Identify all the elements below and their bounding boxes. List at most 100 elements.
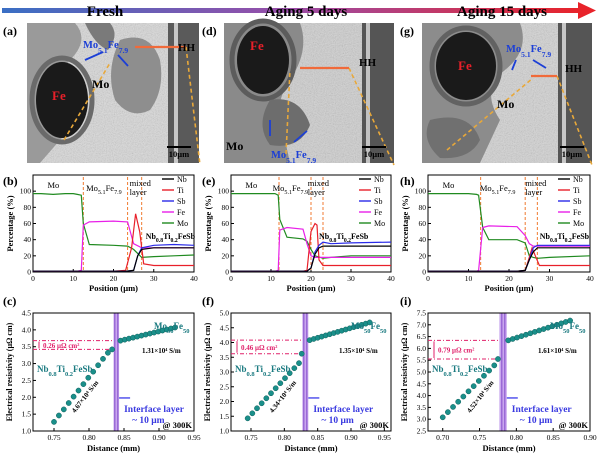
resistivity-i-ytick-label: 6.5 — [417, 332, 427, 341]
resistivity-i-point — [470, 383, 477, 390]
resistivity-i-slope-right: 1.61×10⁴ S/m — [538, 347, 577, 355]
composition-h-ytick-label: 80 — [419, 203, 427, 212]
resistivity-i-point — [495, 356, 501, 362]
composition-b-xtick-label: 40 — [190, 274, 198, 283]
resistivity-f-label-left: Nb0.8Ti0.2FeSb — [235, 364, 291, 378]
resistivity-f-xtick-label: 0.80 — [278, 433, 291, 442]
composition-h-legend-label-fe: Fe — [573, 208, 581, 217]
resistivity-f-point — [296, 360, 302, 366]
resistivity-c-point — [51, 419, 57, 425]
panel-letter-a: (a) — [3, 24, 17, 38]
resistivity-i-ytick-label: 3.0 — [417, 415, 427, 424]
composition-b-series-fe — [33, 220, 194, 272]
composition-e-label-mixed: mixed layer — [308, 178, 330, 197]
sem-g-pointer-0 — [511, 59, 517, 71]
composition-b-ytick-label: 0 — [27, 268, 31, 277]
resistivity-f-ytick-label: 4.0 — [220, 338, 230, 347]
composition-h-series-ti — [428, 245, 590, 272]
resistivity-i-slope-left: 4.52×10⁴ S/m — [465, 379, 495, 415]
composition-b-label-mo: Mo — [47, 180, 59, 190]
composition-b-label-mixed: mixed layer — [130, 178, 152, 197]
resistivity-f-point — [244, 415, 251, 422]
composition-b-ylabel: Percentage (%) — [5, 195, 15, 251]
composition-b-series-nb — [33, 247, 194, 272]
sem-g-pointer-1 — [532, 59, 547, 69]
resistivity-f-point — [291, 365, 298, 372]
sem-g-scale-label: 10μm — [562, 149, 582, 159]
sem-panel-a — [27, 23, 199, 163]
resistivity-i-ytick-label: 7.0 — [417, 320, 427, 329]
sem-a-pointer-1 — [117, 54, 129, 67]
composition-b-ytick-label: 40 — [24, 235, 32, 244]
resistivity-c-ytick-label: 4.5 — [22, 309, 32, 318]
composition-h-label-mo: Mo — [443, 180, 455, 190]
composition-e-ytick-label: 100 — [218, 187, 230, 196]
sem-d-label-mofe: Mo5.1Fe7.9 — [271, 150, 316, 165]
resistivity-i-ytick-label: 2.5 — [417, 427, 427, 436]
resistivity-i-point — [445, 409, 451, 415]
resistivity-i-label-right: Mo50Fe50 — [550, 321, 585, 335]
resistivity-f-label-right: Mo50Fe50 — [351, 321, 386, 335]
resistivity-f-ytick-label: 1.0 — [220, 427, 230, 436]
resistivity-i-interface-band — [499, 313, 507, 431]
resistivity-i-ytick-label: 5.0 — [417, 368, 427, 377]
panel-letter-g: (g) — [400, 24, 414, 38]
composition-b-legend-label-ti: Ti — [177, 186, 185, 195]
sem-a-label-mo: Mo — [92, 77, 109, 91]
resistivity-c-xtick-label: 0.90 — [152, 433, 165, 442]
composition-b-xtick-label: 0 — [31, 274, 35, 283]
composition-b-legend-label-mo: Mo — [177, 219, 188, 228]
composition-e-ytick-label: 0 — [225, 268, 229, 277]
composition-h-label-hh: Nb0.8Ti0.2FeSb — [540, 232, 590, 244]
composition-e-label-hh: Nb0.8Ti0.2FeSb — [319, 232, 369, 244]
composition-b-label-mofe: Mo5.1Fe7.9 — [86, 183, 122, 196]
composition-e-legend-label-fe: Fe — [374, 208, 382, 217]
resistivity-c-point — [65, 400, 72, 406]
composition-b-ytick-label: 80 — [24, 203, 32, 212]
resistivity-f-slope-right: 1.35×10⁴ S/m — [339, 347, 378, 355]
sem-a-label-mofe: Mo5.1Fe7.9 — [83, 40, 128, 55]
resistivity-i-point — [450, 404, 456, 410]
panel-letter-b: (b) — [3, 174, 18, 188]
composition-b-label-hh: Nb0.8Ti0.2FeSb — [146, 232, 196, 244]
resistivity-i-xtick-label: 0.85 — [547, 433, 560, 442]
composition-b-xtick-label: 30 — [150, 274, 158, 283]
resistivity-i-xtick-label: 0.80 — [510, 433, 523, 442]
composition-e-legend-label-mo: Mo — [374, 219, 385, 228]
sem-a-guide-left — [63, 62, 111, 141]
resistivity-i-point — [481, 372, 487, 379]
resistivity-i-xtick-label: 0.75 — [473, 433, 486, 442]
composition-e-ytick-label: 40 — [222, 235, 230, 244]
resistivity-i-point — [455, 398, 462, 405]
composition-b-series-sb — [33, 243, 195, 272]
composition-e-ytick-label: 20 — [222, 251, 230, 260]
resistivity-c-ylabel: Electrical resistivity (μΩ cm) — [5, 322, 14, 421]
header-label-aging-5: Aging 5 days — [265, 4, 348, 20]
sem-d-scale-label: 10μm — [364, 149, 384, 159]
resistivity-f-point — [249, 410, 256, 417]
composition-e-xtick-label: 10 — [267, 274, 275, 283]
resistivity-f-point — [366, 319, 373, 326]
resistivity-f-interface-label: Interface layer ~ 10 μm — [313, 405, 374, 426]
resistivity-f-point — [286, 370, 293, 377]
resistivity-c-point — [80, 381, 87, 387]
composition-e-label-mo: Mo — [245, 180, 257, 190]
sem-a-pointer-0 — [84, 51, 104, 61]
composition-h-legend-label-mo: Mo — [573, 219, 584, 228]
resistivity-f-point — [254, 405, 260, 412]
resistivity-i-point — [460, 393, 467, 400]
resistivity-i-point — [465, 388, 472, 395]
resistivity-c-ytick-label: 4.0 — [22, 325, 32, 334]
composition-h-label-mofe: Mo5.1Fe7.9 — [480, 183, 516, 196]
resistivity-f-xtick-label: 0.95 — [378, 433, 391, 442]
composition-b-series-mo — [33, 193, 195, 259]
resistivity-c-xtick-label: 0.75 — [47, 433, 60, 442]
panel-letter-h: (h) — [400, 174, 415, 188]
resistivity-c-point — [100, 356, 106, 362]
composition-h-xtick-label: 30 — [546, 274, 554, 283]
composition-h-series-fe — [428, 225, 590, 272]
resistivity-chart-i: 0.70 0.75 0.80 0.85 0.90 2.5 3.0 3.5 4.0 4.5 5.0 5.… — [400, 309, 597, 454]
composition-h-ytick-label: 0 — [422, 268, 426, 277]
resistivity-c-point — [85, 374, 92, 381]
